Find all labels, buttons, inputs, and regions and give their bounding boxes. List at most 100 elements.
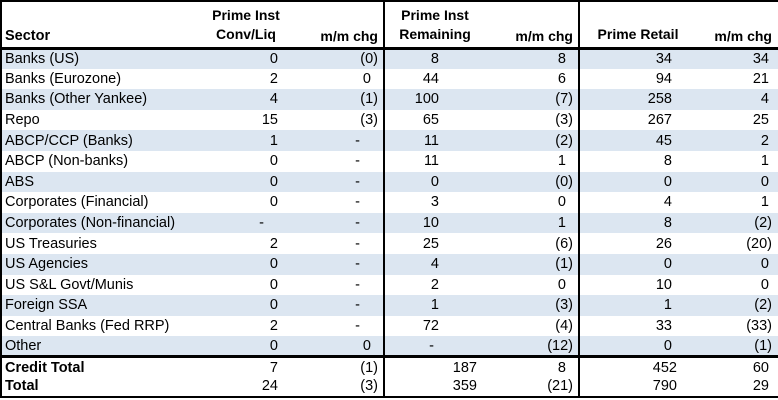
table-row: Banks (Other Yankee) 4 (1) 100 (7) 258 4: [1, 89, 778, 110]
header-row: Sector Prime Inst Conv/Liq m/m chg Prime…: [1, 1, 778, 48]
column-header-prime-inst-convliq: Prime Inst Conv/Liq: [206, 1, 286, 48]
sector-label: Other: [5, 337, 42, 354]
header-line-top: Prime Inst: [212, 6, 280, 23]
value-cell: 0: [760, 173, 769, 190]
value-cell: 72: [422, 318, 439, 335]
value-cell: 44: [422, 70, 439, 87]
sector-label: Repo: [5, 112, 40, 129]
value-cell: 1: [760, 194, 769, 211]
value-cell: 0: [663, 256, 672, 273]
value-cell: 34: [752, 51, 769, 68]
value-cell: 1: [485, 212, 580, 234]
value-cell: 258: [647, 91, 672, 108]
value-cell: 6: [485, 68, 580, 90]
value-cell: (21): [485, 376, 580, 397]
value-cell: 94: [655, 70, 672, 87]
sector-label: Credit Total: [5, 359, 85, 376]
table-row: US Agencies 0-4 (1) 0 0: [1, 253, 778, 275]
value-cell: 1: [663, 297, 672, 314]
value-cell: -: [429, 337, 434, 354]
value-cell: 4: [430, 256, 439, 273]
table-body: Banks (US) 0 (0) 8 8 34 34 Banks (Eurozone) 2 0 44…: [1, 48, 778, 397]
value-cell: -: [259, 215, 264, 232]
value-cell: 1: [269, 132, 278, 149]
table-row: Foreign SSA 0- 1 (3) 1 (2): [1, 295, 778, 316]
value-cell: (1): [754, 337, 772, 354]
value-cell: 8: [663, 153, 672, 170]
value-cell: 1: [430, 297, 439, 314]
header-line-bottom: Remaining: [399, 25, 471, 42]
value-cell: 4: [663, 194, 672, 211]
value-cell: 267: [647, 112, 672, 129]
value-cell: -: [286, 150, 385, 172]
header-line-bottom: Conv/Liq: [216, 25, 276, 42]
table-row: US Treasuries 2- 25 (6) 26 (20): [1, 233, 778, 254]
value-cell: (1): [286, 356, 385, 377]
value-cell: 0: [269, 276, 278, 293]
value-cell: 65: [422, 112, 439, 129]
value-cell: 0: [269, 256, 278, 273]
value-cell: -: [286, 274, 385, 296]
value-cell: 187: [452, 359, 477, 376]
value-cell: (7): [485, 89, 580, 110]
value-cell: 10: [655, 276, 672, 293]
value-cell: 0: [286, 68, 385, 90]
value-cell: 100: [414, 91, 439, 108]
value-cell: 24: [261, 378, 278, 395]
value-cell: 8: [430, 51, 439, 68]
table-row: Corporates (Non-financial) - - 10 1 8 (2): [1, 212, 778, 234]
value-cell: -: [286, 192, 385, 213]
value-cell: 2: [760, 132, 769, 149]
table-row: Central Banks (Fed RRP) 2- 72 (4) 33 (33): [1, 315, 778, 337]
table-row: Corporates (Financial) 0-3 0 4 1: [1, 192, 778, 213]
sector-label: Banks (Eurozone): [5, 70, 122, 87]
value-cell: 0: [286, 336, 385, 357]
value-cell: (2): [754, 215, 772, 232]
value-cell: 8: [663, 215, 672, 232]
value-cell: 2: [269, 318, 278, 335]
value-cell: 8: [485, 356, 580, 377]
value-cell: 0: [760, 276, 769, 293]
value-cell: -: [286, 253, 385, 275]
value-cell: 0: [485, 274, 580, 296]
value-cell: (4): [485, 315, 580, 337]
value-cell: 11: [423, 153, 439, 170]
value-cell: (0): [286, 48, 385, 69]
value-cell: (33): [746, 318, 772, 335]
value-cell: -: [286, 233, 385, 254]
value-cell: 0: [430, 173, 439, 190]
value-cell: 4: [760, 91, 769, 108]
value-cell: 2: [269, 235, 278, 252]
table-row: Other 0 0- (12) 0 (1): [1, 336, 778, 357]
value-cell: (0): [485, 171, 580, 193]
value-cell: 60: [752, 359, 769, 376]
value-cell: 29: [752, 378, 769, 395]
sector-label: US Agencies: [5, 256, 89, 273]
table-header: Sector Prime Inst Conv/Liq m/m chg Prime…: [1, 1, 778, 48]
table-row: ABCP/CCP (Banks) 1- 11 (2) 45 2: [1, 130, 778, 151]
sector-label: Corporates (Non-financial): [5, 215, 176, 232]
value-cell: 0: [663, 337, 672, 354]
value-cell: 10: [422, 215, 439, 232]
value-cell: (3): [286, 109, 385, 131]
sector-label: ABS: [5, 173, 35, 190]
header-line-top: Prime Inst: [401, 6, 469, 23]
value-cell: 3: [430, 194, 439, 211]
table-row: ABCP (Non-banks) 0-11 1 8 1: [1, 150, 778, 172]
value-cell: 4: [269, 91, 278, 108]
value-cell: 34: [655, 51, 672, 68]
sector-label: US Treasuries: [5, 235, 97, 252]
value-cell: (1): [286, 89, 385, 110]
total-row: Credit Total 7 (1) 187 8 452 60: [1, 356, 778, 377]
value-cell: 790: [652, 378, 677, 395]
value-cell: (2): [485, 130, 580, 151]
value-cell: (3): [485, 109, 580, 131]
value-cell: 452: [652, 359, 677, 376]
value-cell: 8: [485, 48, 580, 69]
value-cell: (12): [485, 336, 580, 357]
column-header-mm-chg-1: m/m chg: [286, 1, 385, 48]
value-cell: (2): [754, 297, 772, 314]
table-row: Banks (Eurozone) 2 0 44 6 94 21: [1, 68, 778, 90]
